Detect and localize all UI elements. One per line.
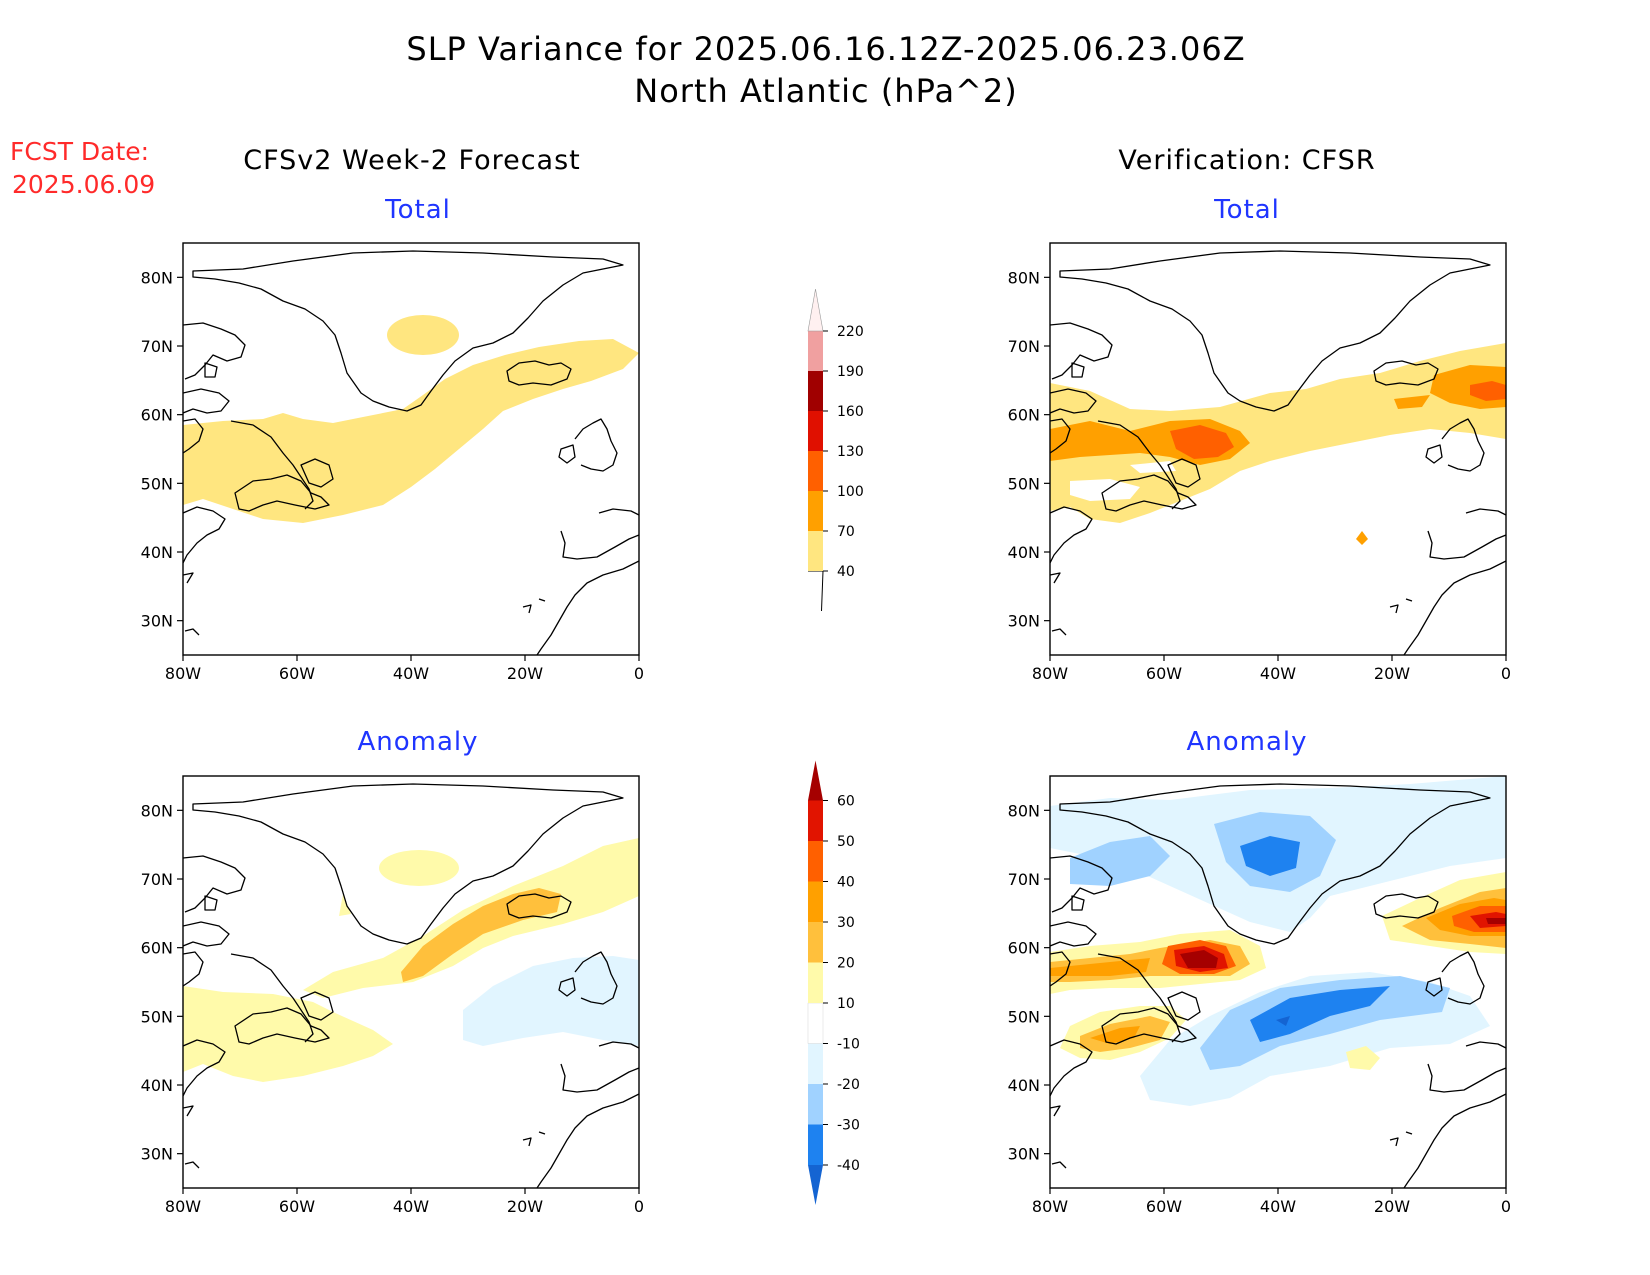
colorbar-anomaly-label: -20: [837, 1077, 860, 1093]
lat-tick-label: 40N: [1008, 1076, 1040, 1095]
colorbar-anomaly-label: -40: [837, 1158, 860, 1174]
lat-tick-label: 80N: [1008, 801, 1040, 820]
lat-tick-label: 30N: [141, 1145, 173, 1164]
figure-subtitle: North Atlantic (hPa^2): [634, 72, 1017, 110]
lon-tick-label: 40W: [1260, 664, 1296, 683]
colorbar-anomaly-bin: [808, 922, 823, 963]
colorbar-anomaly-bin: [808, 800, 823, 841]
colorbar-total-label: 100: [837, 484, 864, 500]
fcst-date-label: FCST Date:: [10, 137, 149, 166]
lat-tick-label: 50N: [1008, 474, 1040, 493]
forecast-column-title: CFSv2 Week-2 Forecast: [243, 145, 581, 176]
colorbar-total-lower-extension: [808, 570, 824, 612]
lat-tick-label: 50N: [141, 1007, 173, 1026]
forecast-anomaly-map: [182, 775, 640, 1189]
colorbar-total-bin: [808, 411, 823, 451]
lon-tick-label: 60W: [1146, 1197, 1182, 1216]
verification-column-title: Verification: CFSR: [1118, 145, 1375, 176]
colorbar-total-upper-extension: [807, 288, 824, 332]
lon-tick-label: 0: [1501, 664, 1511, 683]
colorbar-total-bin: [808, 531, 823, 571]
colorbar-anomaly-bin: [808, 881, 823, 922]
lon-tick-label: 20W: [1374, 664, 1410, 683]
lat-tick-label: 60N: [141, 939, 173, 958]
colorbar-total-label: 70: [837, 524, 855, 540]
lon-tick-label: 80W: [165, 1197, 201, 1216]
lon-tick-label: 20W: [507, 1197, 543, 1216]
lat-tick-label: 40N: [1008, 543, 1040, 562]
colorbar-anomaly-upper-extension: [808, 760, 823, 801]
verification-total-title: Total: [1213, 195, 1280, 225]
colorbar-anomaly-lower-extension: [808, 1165, 823, 1205]
colorbar-total-bin: [808, 371, 823, 411]
fcst-date-value: 2025.06.09: [12, 170, 155, 199]
figure-title: SLP Variance for 2025.06.16.12Z-2025.06.…: [406, 30, 1245, 68]
lat-tick-label: 70N: [1008, 337, 1040, 356]
colorbar-anomaly-label: -30: [837, 1118, 860, 1134]
colorbar-anomaly-label: -10: [837, 1037, 860, 1053]
colorbar-anomaly-label: 20: [837, 956, 855, 972]
forecast-anomaly-title: Anomaly: [357, 727, 478, 757]
lat-tick-label: 70N: [141, 870, 173, 889]
lon-tick-label: 80W: [165, 664, 201, 683]
colorbar-anomaly-bin: [808, 1124, 823, 1165]
lat-tick-label: 80N: [141, 268, 173, 287]
colorbar-anomaly-label: 30: [837, 915, 855, 931]
colorbar-total-label: 190: [837, 364, 864, 380]
colorbar-anomaly-bin: [808, 841, 823, 882]
lat-tick-label: 60N: [1008, 939, 1040, 958]
lon-tick-label: 60W: [1146, 664, 1182, 683]
colorbar-total-label: 130: [837, 444, 864, 460]
forecast-total-title: Total: [384, 195, 451, 225]
lon-tick-label: 60W: [279, 664, 315, 683]
colorbar-anomaly-label: 40: [837, 875, 855, 891]
colorbar-total-label: 220: [837, 324, 864, 340]
lat-tick-label: 50N: [141, 474, 173, 493]
lon-tick-label: 20W: [507, 664, 543, 683]
lat-tick-label: 70N: [1008, 870, 1040, 889]
lat-tick-label: 80N: [141, 801, 173, 820]
colorbar-total-label: 40: [837, 564, 855, 580]
lon-tick-label: 20W: [1374, 1197, 1410, 1216]
colorbar-anomaly-label: 50: [837, 834, 855, 850]
lon-tick-label: 0: [1501, 1197, 1511, 1216]
colorbar-anomaly-bin: [808, 1084, 823, 1125]
lon-tick-label: 40W: [393, 664, 429, 683]
lat-tick-label: 30N: [1008, 1145, 1040, 1164]
anomaly-colorbar: -40 -30 -20 -10 10 20 30 40 50 60: [807, 760, 860, 1205]
colorbar-anomaly-bin: [808, 1043, 823, 1084]
lon-tick-label: 40W: [393, 1197, 429, 1216]
colorbar-anomaly-label: 60: [837, 794, 855, 810]
lat-tick-label: 70N: [141, 337, 173, 356]
lon-tick-label: 80W: [1032, 664, 1068, 683]
lat-tick-label: 80N: [1008, 268, 1040, 287]
lon-tick-label: 40W: [1260, 1197, 1296, 1216]
colorbar-total-label: 160: [837, 404, 864, 420]
colorbar-total-bin: [808, 331, 823, 371]
lat-tick-label: 60N: [141, 406, 173, 425]
colorbar-total-bin: [808, 491, 823, 531]
lat-tick-label: 60N: [1008, 406, 1040, 425]
verification-anomaly-title: Anomaly: [1186, 727, 1307, 757]
lat-tick-label: 40N: [141, 1076, 173, 1095]
total-colorbar: 40 70 100 130 160 190 220: [807, 288, 864, 612]
lat-tick-label: 50N: [1008, 1007, 1040, 1026]
forecast-total-map: [182, 242, 640, 656]
lon-tick-label: 80W: [1032, 1197, 1068, 1216]
verification-total-map: [1049, 242, 1507, 656]
colorbar-anomaly-bin: [808, 962, 823, 1003]
lon-tick-label: 0: [634, 664, 644, 683]
lat-tick-label: 30N: [141, 612, 173, 631]
lat-tick-label: 40N: [141, 543, 173, 562]
colorbar-total-bin: [808, 451, 823, 491]
verification-anomaly-map: [1049, 775, 1507, 1189]
colorbar-anomaly-label: 10: [837, 996, 855, 1012]
colorbar-anomaly-bin: [807, 1002, 824, 1044]
lon-tick-label: 60W: [279, 1197, 315, 1216]
lon-tick-label: 0: [634, 1197, 644, 1216]
lat-tick-label: 30N: [1008, 612, 1040, 631]
